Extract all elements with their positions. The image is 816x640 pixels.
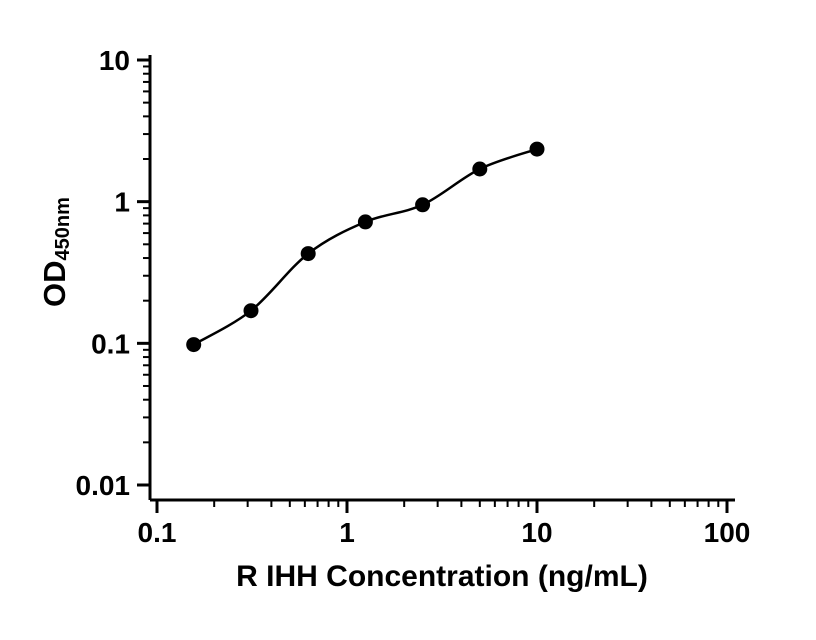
- y-tick-label: 1: [114, 187, 130, 218]
- data-point: [300, 246, 316, 262]
- data-point: [186, 337, 202, 353]
- x-axis-label: R IHH Concentration (ng/mL): [236, 560, 648, 593]
- y-tick-label: 0.1: [91, 328, 130, 359]
- x-tick-label: 0.1: [138, 517, 177, 548]
- y-axis-label: OD450nm: [37, 102, 77, 402]
- y-tick-label: 0.01: [76, 470, 131, 501]
- data-point: [243, 303, 259, 319]
- x-tick-label: 10: [521, 517, 552, 548]
- y-tick-label: 10: [99, 45, 130, 76]
- data-point: [357, 214, 373, 230]
- x-tick-label: 100: [704, 517, 751, 548]
- y-axis-label-subscript: 450nm: [52, 197, 74, 261]
- x-tick-label: 1: [339, 517, 355, 548]
- data-point: [415, 197, 431, 213]
- data-point: [472, 161, 488, 177]
- y-axis-label-main: OD: [37, 260, 72, 307]
- data-point: [529, 141, 545, 157]
